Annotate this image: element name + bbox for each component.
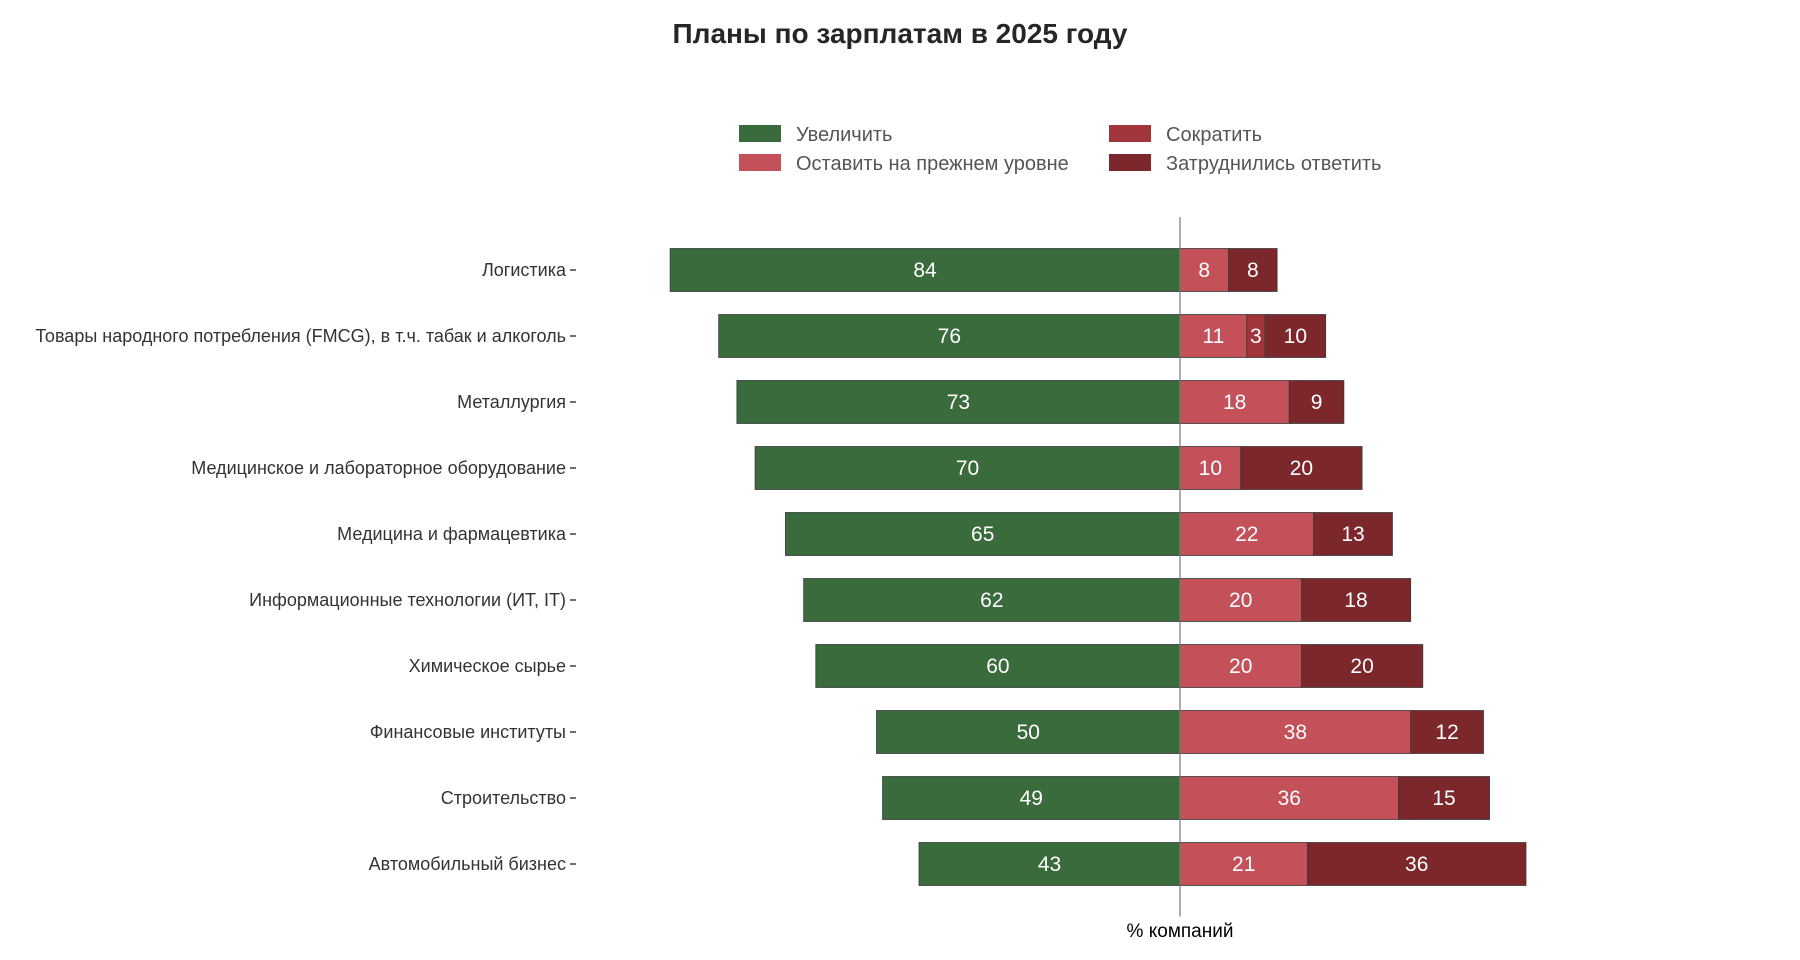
legend-swatch [739, 154, 781, 171]
bar-value-label: 3 [1250, 325, 1262, 348]
category-label: Логистика [482, 260, 567, 280]
bar-value-label: 18 [1344, 589, 1367, 612]
bar-value-label: 60 [986, 655, 1009, 678]
legend-entry-3: Затруднились ответить [1109, 153, 1381, 175]
bar-segment-series-1 [1179, 578, 1302, 622]
bar-segment-series-0 [815, 644, 1181, 688]
bar-segment-series-0 [754, 446, 1181, 490]
bar-segment-series-1 [1179, 446, 1242, 490]
bar-value-label: 73 [947, 391, 970, 414]
legend-swatch [739, 125, 781, 142]
bar-value-label: 76 [938, 325, 961, 348]
bar-segment-series-0 [718, 314, 1181, 358]
bar-segment-series-3 [1301, 578, 1412, 622]
bar-value-label: 36 [1405, 853, 1428, 876]
bar-value-label: 22 [1235, 523, 1258, 546]
bar-segment-series-0 [803, 578, 1181, 622]
bar-value-label: 36 [1278, 787, 1301, 810]
bar-segment-series-0 [918, 842, 1181, 886]
bar-value-label: 20 [1229, 589, 1252, 612]
legend-entry-0: Увеличить [739, 124, 892, 146]
bar-value-label: 18 [1223, 391, 1246, 414]
legend-entry-2: Сократить [1109, 124, 1262, 146]
bar-value-label: 21 [1232, 853, 1255, 876]
bar-segment-series-3 [1228, 248, 1278, 292]
bar-value-label: 49 [1020, 787, 1043, 810]
legend-entry-1: Оставить на прежнем уровне [739, 153, 1069, 175]
bar-value-label: 8 [1198, 259, 1210, 282]
bar-value-label: 65 [971, 523, 994, 546]
bar-row: 70 10 20 [754, 446, 1363, 490]
category-label: Информационные технологии (ИТ, IT) [249, 590, 566, 610]
legend-label: Увеличить [796, 124, 892, 146]
bar-value-label: 20 [1350, 655, 1373, 678]
bar-segment-series-1 [1179, 248, 1229, 292]
bar-row: 43 21 36 [918, 842, 1527, 886]
legend-swatch [1109, 154, 1151, 171]
category-label: Финансовые институты [370, 722, 566, 742]
bar-value-label: 12 [1435, 721, 1458, 744]
bar-value-label: 50 [1017, 721, 1040, 744]
category-label: Химическое сырье [409, 656, 566, 676]
bar-segment-series-0 [876, 710, 1181, 754]
category-label: Металлургия [457, 392, 566, 412]
category-label: Медицинское и лабораторное оборудование [191, 458, 566, 478]
category-labels: Логистика Товары народного потребления (F… [35, 260, 576, 874]
bar-row: 73 18 9 [736, 380, 1345, 424]
bar-row: 60 20 20 [815, 644, 1424, 688]
bar-value-label: 9 [1311, 391, 1323, 414]
category-label: Товары народного потребления (FMCG), в т… [35, 326, 566, 346]
bar-value-label: 20 [1229, 655, 1252, 678]
bar-value-label: 15 [1432, 787, 1455, 810]
bar-segment-series-3 [1240, 446, 1363, 490]
bar-value-label: 11 [1202, 325, 1224, 348]
bar-value-label: 8 [1247, 259, 1259, 282]
bar-value-label: 10 [1284, 325, 1307, 348]
bar-segment-series-3 [1398, 776, 1490, 820]
legend-label: Затруднились ответить [1166, 153, 1381, 175]
bar-segment-series-0 [736, 380, 1181, 424]
bar-segment-series-3 [1301, 644, 1424, 688]
bar-value-label: 43 [1038, 853, 1061, 876]
bar-value-label: 70 [956, 457, 979, 480]
bar-value-label: 84 [913, 259, 937, 282]
legend-label: Сократить [1166, 124, 1262, 146]
chart-title: Планы по зарплатам в 2025 году [673, 18, 1128, 49]
bar-value-label: 10 [1199, 457, 1222, 480]
bar-value-label: 13 [1341, 523, 1364, 546]
legend: Увеличить Сократить Оставить на прежнем ур… [739, 124, 1381, 175]
bar-segment-series-3 [1410, 710, 1484, 754]
legend-label: Оставить на прежнем уровне [796, 153, 1069, 175]
bar-row: 84 8 8 [669, 248, 1278, 292]
bars-group: 84 8 8 76 11 3 10 73 18 9 70 10 20 65 22 13 62 20 18 60 20 20… [669, 248, 1527, 886]
bar-row: 62 20 18 [803, 578, 1412, 622]
bar-segment-series-3 [1288, 380, 1345, 424]
bar-segment-series-1 [1179, 512, 1314, 556]
bar-segment-series-1 [1179, 314, 1248, 358]
category-label: Строительство [441, 788, 566, 808]
bar-value-label: 62 [980, 589, 1003, 612]
legend-swatch [1109, 125, 1151, 142]
category-label: Медицина и фармацевтика [337, 524, 567, 544]
bar-segment-series-3 [1264, 314, 1327, 358]
x-axis-label: % компаний [1127, 921, 1234, 942]
bar-value-label: 20 [1290, 457, 1313, 480]
bar-segment-series-3 [1307, 842, 1527, 886]
bar-value-label: 38 [1284, 721, 1307, 744]
bar-segment-series-0 [669, 248, 1181, 292]
bar-segment-series-0 [882, 776, 1181, 820]
bar-row: 65 22 13 [785, 512, 1393, 556]
bar-segment-series-3 [1313, 512, 1393, 556]
bar-segment-series-0 [785, 512, 1181, 556]
category-label: Автомобильный бизнес [369, 854, 566, 874]
bar-row: 49 36 15 [882, 776, 1490, 820]
bar-segment-series-1 [1179, 644, 1302, 688]
bar-row: 76 11 3 10 [718, 314, 1327, 358]
